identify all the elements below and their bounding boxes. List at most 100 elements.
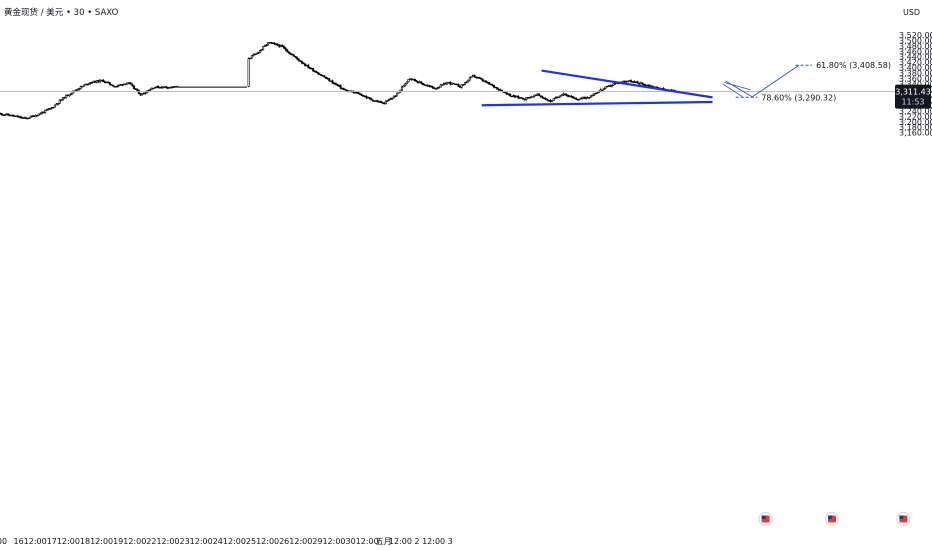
candle-body [580,97,583,100]
candle-body [266,42,269,46]
candle-body [286,49,289,53]
candle-body [45,109,48,111]
x-tick-label: 23 [180,537,190,546]
candle-body [430,85,433,88]
candle-body [375,100,378,102]
candle-body [47,108,50,111]
candle-body [294,55,297,58]
candle-body [625,80,628,83]
candle-body [108,82,111,85]
candle-body [628,80,631,82]
candle-body [438,86,441,89]
candle-body [459,86,462,88]
candle-body [8,114,11,117]
candle-body [492,85,495,88]
x-tick-label: 12:00 [24,537,47,546]
candle-body [513,95,516,98]
x-tick-label: 12:00 [256,537,279,546]
candle-body [404,83,407,87]
candle-body [155,85,158,88]
candle-body [549,99,552,102]
candle-body [491,84,494,86]
candle-body [55,103,58,106]
candle-body [268,41,271,44]
candle-body [342,88,345,90]
candle-body [65,94,68,99]
candle-body [270,41,273,44]
candle-body [449,82,452,85]
x-tick-label: 12:00 [223,537,246,546]
y-tick-label: 3,380.00 [899,69,932,78]
candle-body [7,113,10,116]
candle-body [123,83,126,86]
candle-body [174,86,177,88]
candle-body [639,82,642,85]
x-tick-label: 26 [279,537,289,546]
candle-body [110,84,113,86]
candle-body [543,97,546,99]
candle-body [583,96,586,99]
candle-body [91,82,94,84]
candle-body [489,83,492,86]
candle-body [279,44,282,47]
candle-body [510,95,513,98]
candle-body [643,83,646,86]
candle-body [158,86,161,89]
candle-body [572,96,575,99]
candle-body [497,88,500,91]
candle-body [42,111,45,114]
candle-body [386,100,389,102]
candle-body [160,86,163,89]
candle-body [575,98,578,100]
candle-body [89,82,92,84]
candle-body [252,54,255,56]
candle-body [121,84,124,86]
candle-body [512,95,515,97]
candle-body [450,82,453,85]
candle-body [391,97,394,100]
x-tick-label: 30 [346,537,356,546]
x-tick-label: 12:00 [156,537,179,546]
candle-body [150,87,153,90]
candle-body [476,77,479,79]
candle-body [107,81,110,84]
fib-level-label: 78.60% (3,290.32) [761,93,836,102]
candle-body [141,93,144,96]
candle-body [484,80,487,83]
price-tag-box [895,84,931,109]
candle-body [23,117,26,119]
drawing-overlays: 78.60% (3,290.32) 61.80% (3,408.58) [0,61,911,526]
candle-body [283,46,286,49]
x-tick-label: 12:00 [322,537,345,546]
candle-body [163,86,166,88]
candle-body [321,75,324,77]
candle-body [86,83,89,86]
candle-body [307,64,310,68]
candle-body [82,84,85,87]
trendline [541,69,713,99]
candle-body [426,85,429,87]
candle-body [276,43,279,46]
candle-body [329,80,332,82]
candle-body [573,97,576,99]
candle-body [614,83,617,85]
candle-body [605,85,608,88]
candle-body [21,117,24,119]
candle-body [103,81,106,83]
x-tick-label: 12:00 [356,537,379,546]
candle-body [249,57,252,60]
candle-body [116,84,119,87]
candle-body [173,86,176,88]
candle-body [420,81,423,84]
candle-body [434,88,437,90]
candle-body [360,93,363,96]
candle-body [339,85,342,89]
candle-body [312,68,315,72]
candle-body [102,79,105,83]
candle-body [447,82,450,84]
y-tick-label: 3,340.00 [899,80,932,89]
candle-body [412,78,415,81]
candle-body [31,115,34,118]
candle-body [423,84,426,86]
